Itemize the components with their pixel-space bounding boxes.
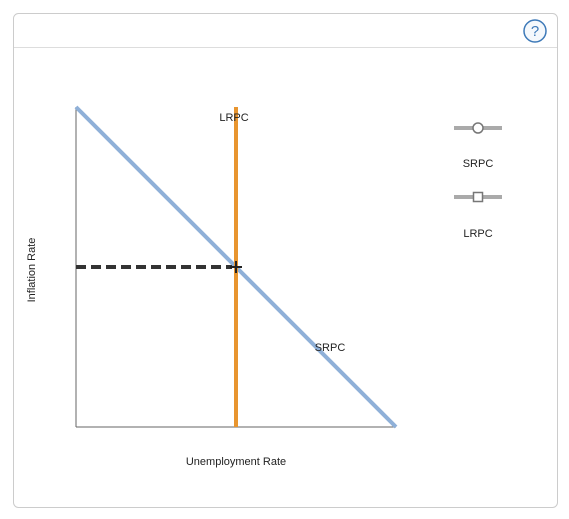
y-axis-label: Inflation Rate <box>26 238 38 303</box>
help-text[interactable]: ? <box>531 23 539 40</box>
curve-label: SRPC <box>315 342 346 354</box>
tool-lrpc[interactable]: LRPC <box>454 191 502 240</box>
tool-label[interactable]: SRPC <box>463 158 494 170</box>
tool-handle[interactable] <box>472 191 484 203</box>
help-circle[interactable] <box>523 19 547 43</box>
panel <box>13 13 558 508</box>
tool-srpc[interactable]: SRPC <box>454 122 502 170</box>
help-button[interactable]: ? <box>523 19 547 43</box>
curve-label: LRPC <box>219 112 248 124</box>
x-axis-label: Unemployment Rate <box>186 456 286 468</box>
equilibrium-point <box>230 261 242 273</box>
tool-handle[interactable] <box>472 122 484 134</box>
tool-label[interactable]: LRPC <box>463 228 492 240</box>
